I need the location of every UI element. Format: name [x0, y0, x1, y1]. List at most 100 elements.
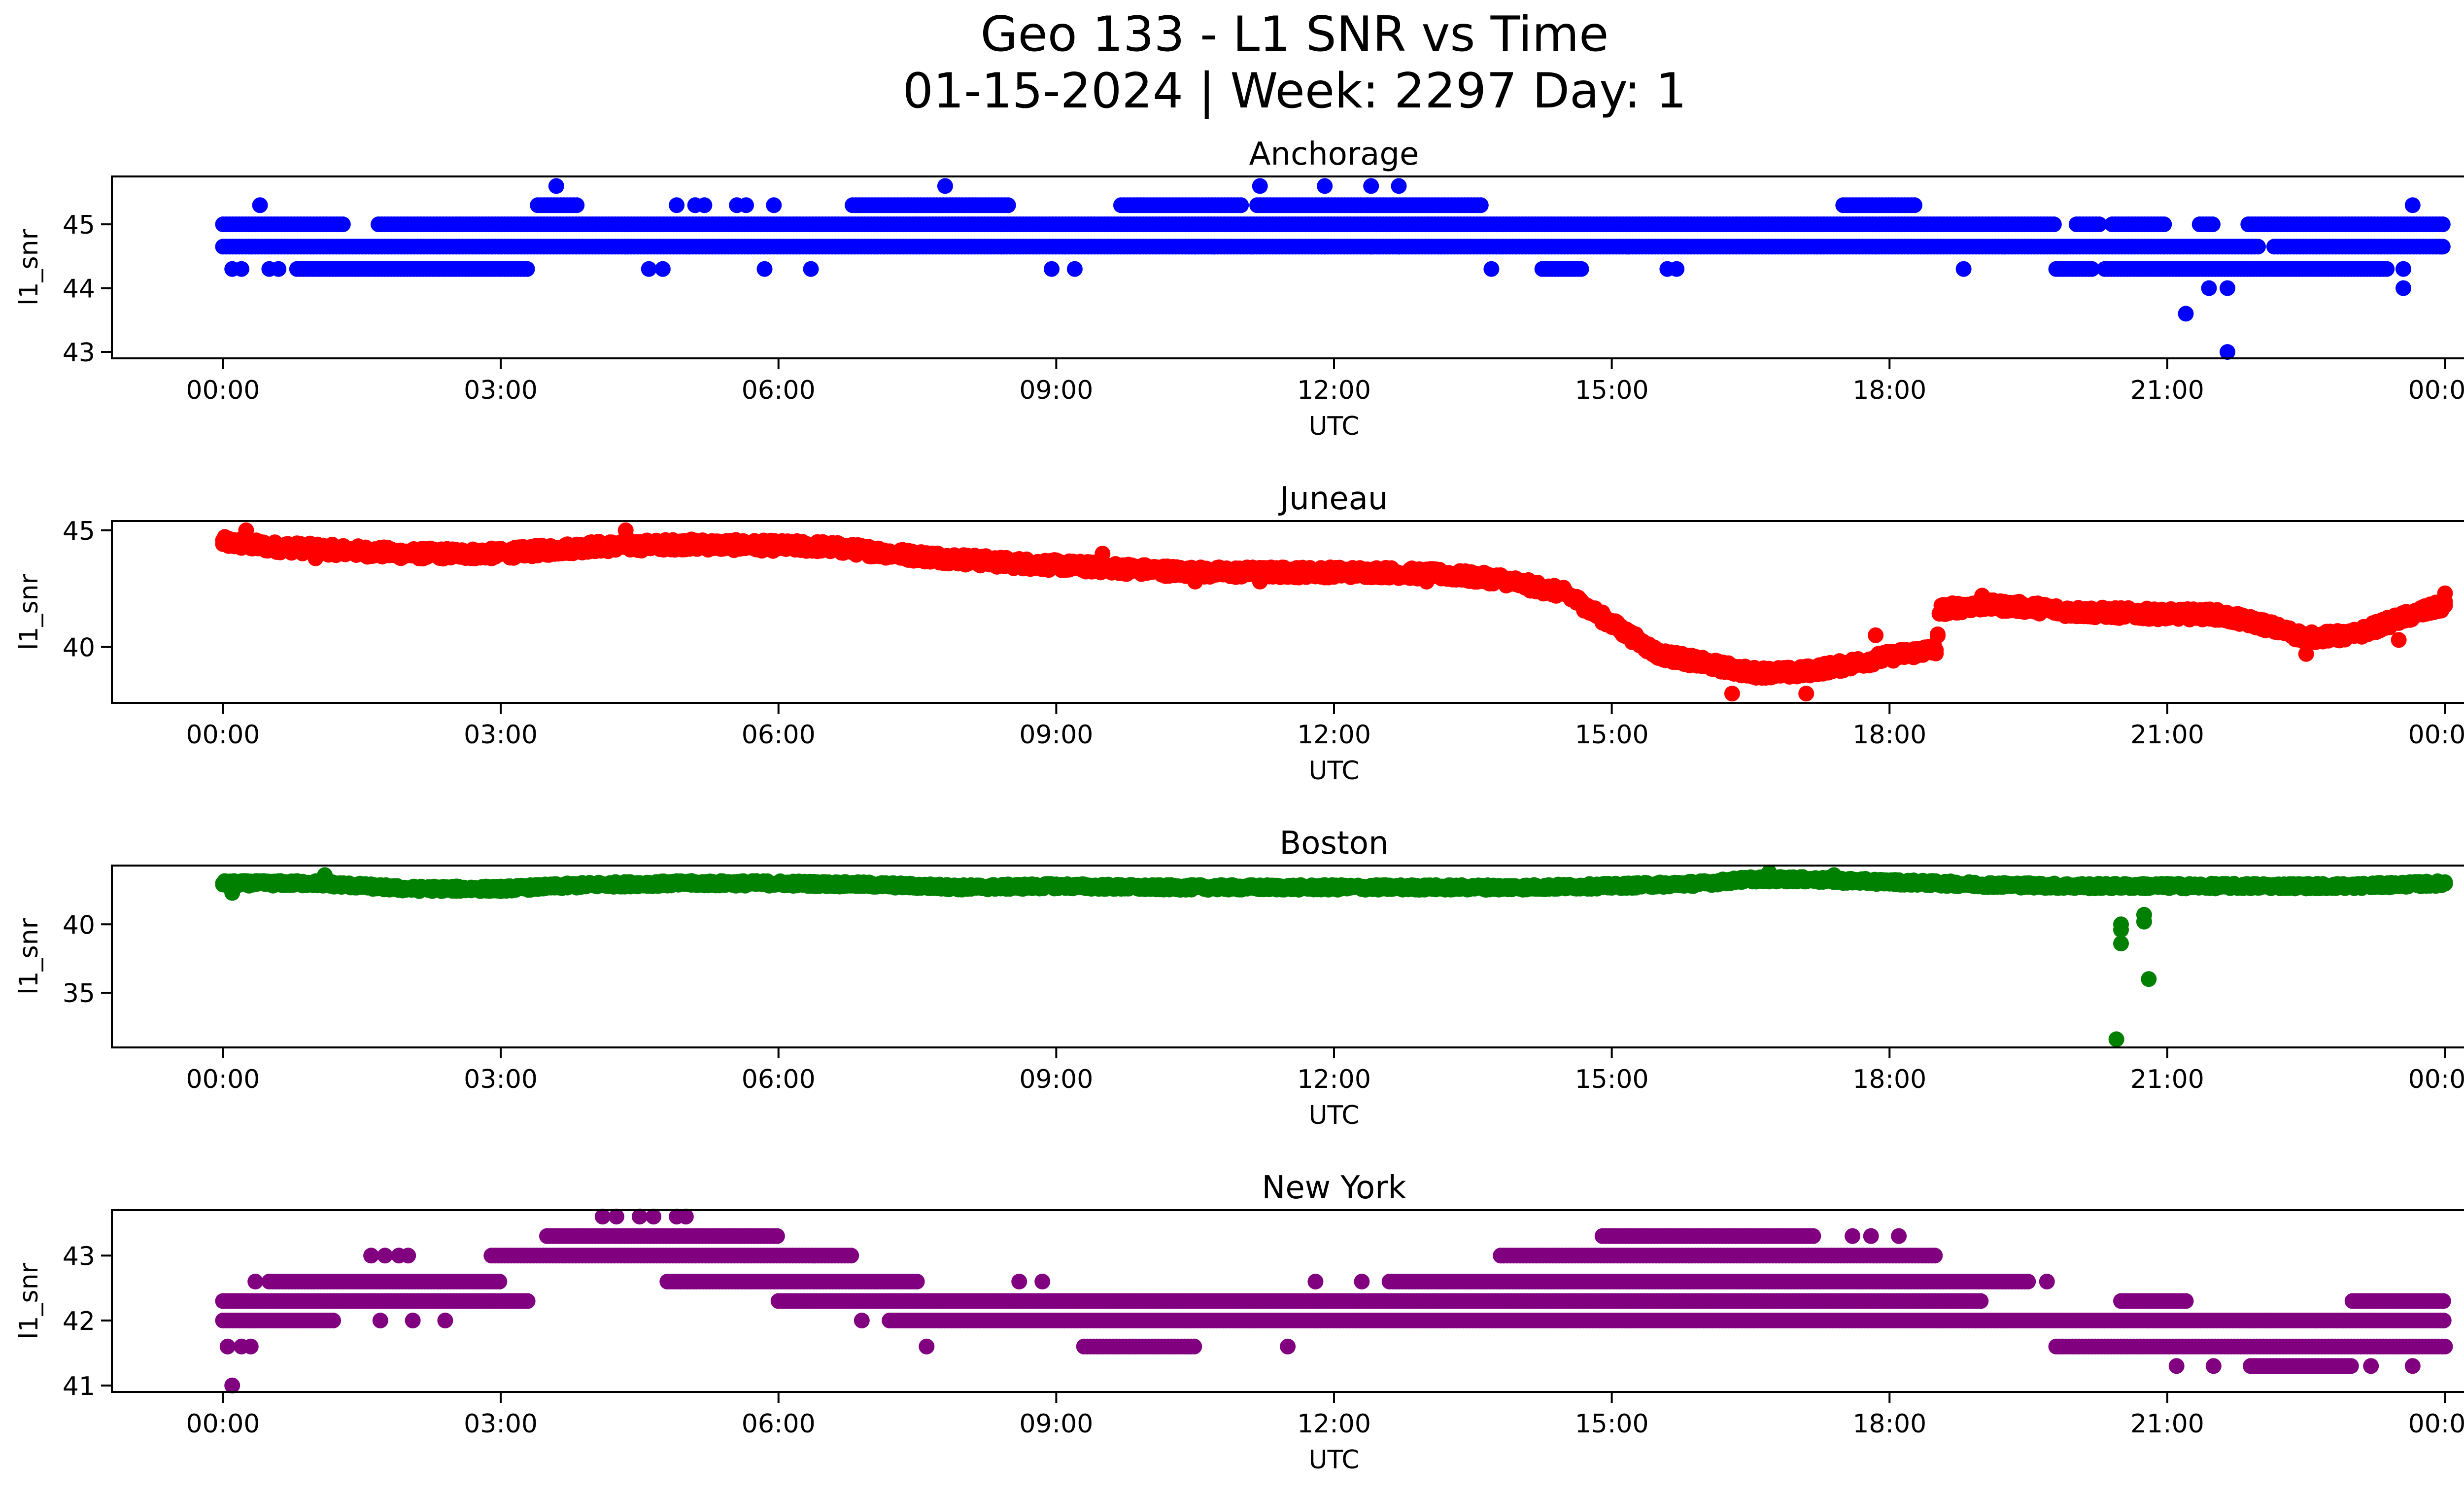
- data-point: [1044, 261, 1060, 277]
- x-tick-label: 03:00: [464, 376, 538, 405]
- data-point: [1669, 261, 1685, 277]
- data-point: [1066, 261, 1083, 277]
- x-tick-label: 09:00: [1019, 376, 1093, 405]
- data-point: [2434, 216, 2451, 233]
- x-tick-label: 00:00: [186, 376, 260, 405]
- data-point: [1418, 574, 1435, 590]
- data-point: [1317, 239, 1333, 255]
- axes-frame: [111, 175, 2464, 359]
- x-axis-label: UTC: [1308, 1101, 1359, 1130]
- data-point: [1000, 197, 1016, 213]
- figure-title-line2: 01-15-2024 | Week: 2297 Day: 1: [903, 63, 1687, 119]
- data-point: [1868, 627, 1884, 643]
- data-point: [1907, 197, 1922, 213]
- data-point: [1483, 261, 1500, 277]
- data-point: [1317, 178, 1333, 194]
- data-point: [1955, 261, 1972, 277]
- x-tick-label: 00:00: [2408, 720, 2464, 750]
- data-point: [617, 522, 634, 538]
- x-tick-label: 18:00: [1852, 720, 1926, 750]
- y-axis-label: l1_snr: [14, 573, 44, 650]
- data-point: [2178, 306, 2194, 322]
- data-point: [2091, 216, 2107, 233]
- data-point: [937, 178, 953, 194]
- data-point: [2220, 344, 2235, 360]
- data-point: [2391, 632, 2407, 648]
- y-axis-label: l1_snr: [14, 229, 44, 306]
- data-point: [756, 261, 773, 277]
- data-point: [308, 550, 324, 566]
- data-point: [654, 261, 671, 277]
- data-point: [1798, 686, 1814, 702]
- data-point: [1724, 686, 1740, 702]
- data-point: [2404, 197, 2421, 213]
- data-point: [2084, 261, 2100, 277]
- x-tick-label: 09:00: [1019, 720, 1093, 750]
- y-tick-label: 45: [63, 517, 95, 546]
- data-point: [1928, 645, 1944, 661]
- data-point: [1252, 178, 1268, 194]
- data-point: [2205, 216, 2221, 233]
- data-point: [803, 261, 819, 277]
- data-point: [696, 197, 713, 213]
- x-tick-label: 00:00: [2408, 376, 2464, 405]
- data-point: [2379, 261, 2395, 277]
- data-point: [1472, 197, 1489, 213]
- subplot-anchorage: Anchorage l1_snr UTC 43 44 45 00:00 03:00 06:…: [14, 136, 2464, 441]
- subplot-title: Anchorage: [1249, 136, 1419, 173]
- data-point: [1187, 574, 1203, 590]
- data-point: [2201, 280, 2217, 296]
- data-point: [2298, 646, 2314, 662]
- data-point: [738, 197, 754, 213]
- y-tick-label: 44: [63, 275, 95, 304]
- data-point: [2046, 216, 2062, 233]
- data-point: [271, 261, 287, 277]
- x-axis-label: UTC: [1308, 412, 1359, 441]
- x-tick-label: 15:00: [1575, 376, 1649, 405]
- data-point: [548, 178, 564, 194]
- data-point: [252, 197, 268, 213]
- x-tick-label: 06:00: [742, 376, 816, 405]
- x-tick-label: 21:00: [2130, 376, 2204, 405]
- y-tick-label: 45: [63, 210, 95, 240]
- data-point: [1930, 626, 1946, 642]
- data-point: [2437, 585, 2453, 601]
- data-point: [1391, 178, 1407, 194]
- data-point: [1095, 546, 1111, 562]
- x-tick-label: 18:00: [1852, 376, 1926, 405]
- x-tick-label: 00:00: [186, 720, 260, 750]
- data-point: [1205, 239, 1222, 255]
- data-point: [1187, 239, 1203, 255]
- y-tick-label: 43: [63, 338, 95, 368]
- subplot-title: Juneau: [1278, 481, 1388, 517]
- data-point: [1363, 239, 1379, 255]
- y-axis-label: l1_snr: [14, 918, 44, 995]
- data-point: [669, 197, 685, 213]
- data-point: [569, 197, 585, 213]
- x-tick-label: 12:00: [1297, 720, 1371, 750]
- x-tick-label: 15:00: [1575, 720, 1649, 750]
- series-markers: [215, 522, 2453, 702]
- series-markers: [215, 178, 2451, 360]
- data-point: [1974, 588, 1990, 604]
- data-point: [641, 261, 657, 277]
- data-point: [766, 197, 782, 213]
- data-point: [234, 261, 249, 277]
- subplot-title: Boston: [1279, 825, 1388, 862]
- data-point: [2156, 216, 2172, 233]
- data-point: [335, 216, 351, 233]
- data-point: [1573, 261, 1589, 277]
- data-point: [1363, 178, 1379, 194]
- x-tick-label: 21:00: [2130, 720, 2204, 750]
- figure-title-line1: Geo 133 - L1 SNR vs Time: [981, 6, 1609, 63]
- x-tick-label: 12:00: [1297, 376, 1371, 405]
- y-tick-label: 40: [63, 633, 95, 662]
- data-point: [238, 522, 254, 538]
- data-point: [2250, 239, 2266, 255]
- data-point: [1066, 557, 1083, 573]
- x-axis-label: UTC: [1308, 756, 1359, 786]
- data-point: [2220, 280, 2235, 296]
- data-point: [1252, 574, 1268, 590]
